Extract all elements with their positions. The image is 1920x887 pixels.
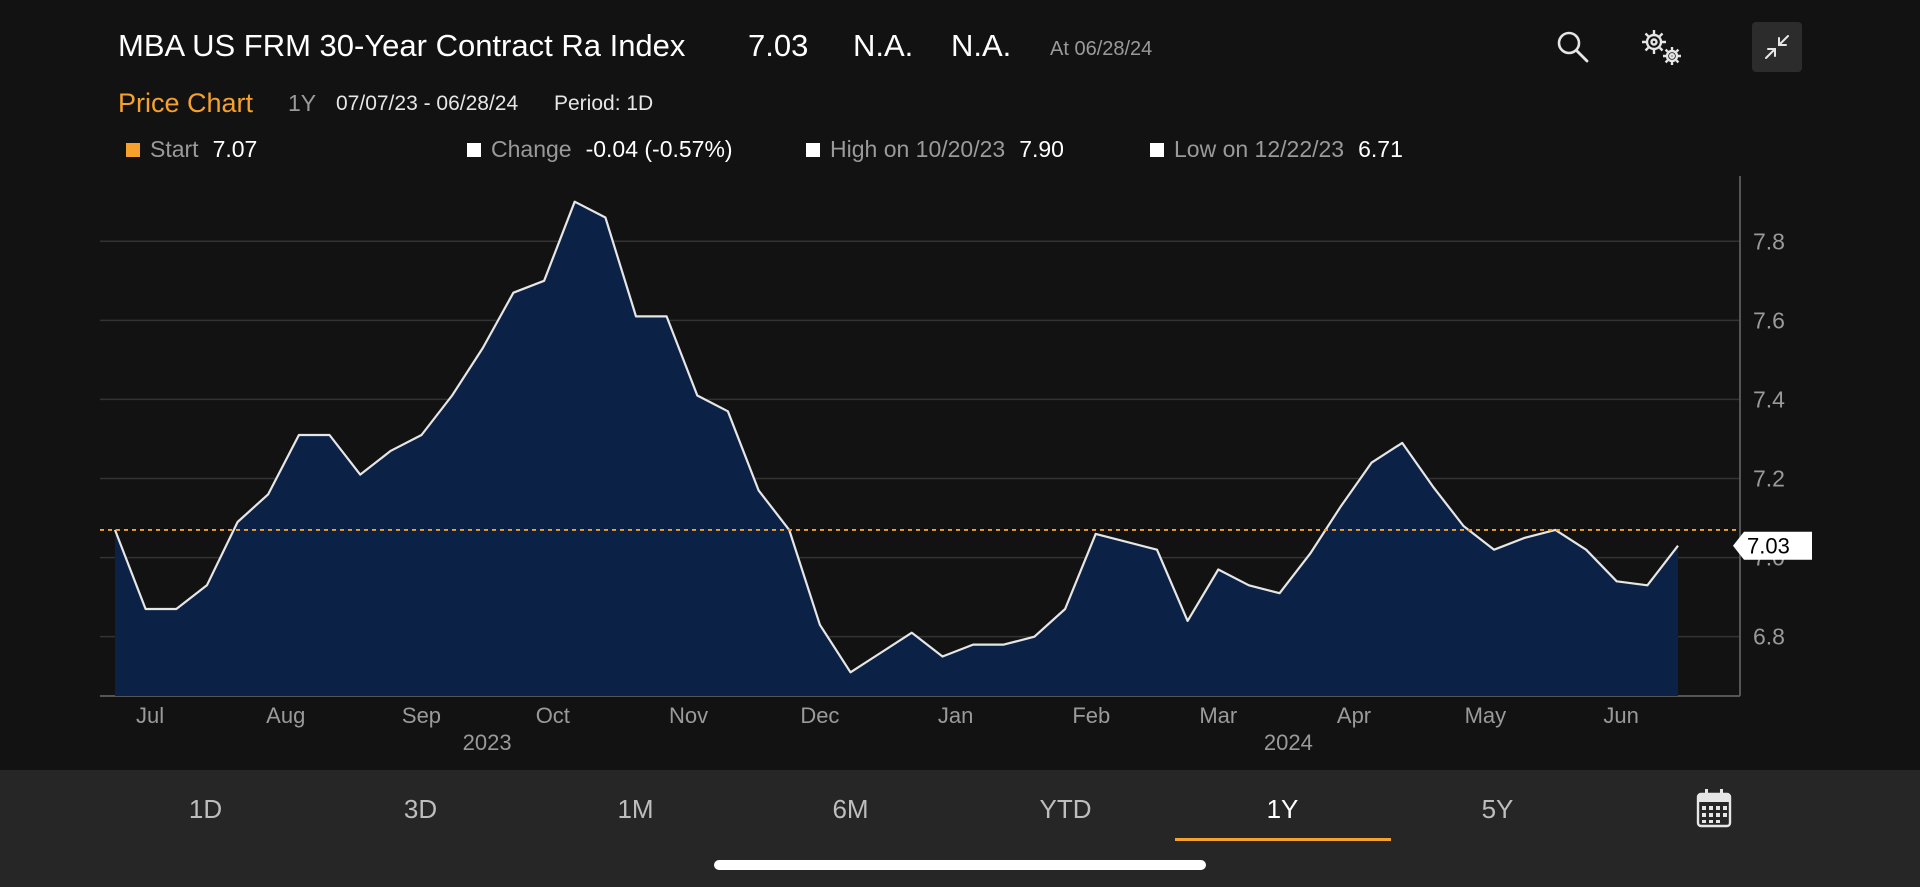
start-label: Start bbox=[150, 136, 199, 162]
settings-button[interactable] bbox=[1636, 22, 1686, 72]
price-line bbox=[113, 200, 1679, 674]
price-chart[interactable]: 6.87.07.27.47.67.87.03JulAugSepOctNovDec… bbox=[0, 170, 1920, 760]
x-tick-label-jun: Jun bbox=[1603, 703, 1638, 728]
search-button[interactable] bbox=[1548, 22, 1598, 72]
change-label: Change bbox=[491, 136, 572, 162]
y-tick-label-7.8: 7.8 bbox=[1753, 228, 1785, 254]
stat-start: Start 7.07 bbox=[126, 136, 257, 163]
tab-6m[interactable]: 6M bbox=[832, 794, 869, 824]
x-tick-label-apr: Apr bbox=[1337, 703, 1371, 728]
search-icon bbox=[1557, 31, 1589, 63]
start-value: 7.07 bbox=[212, 136, 258, 162]
percent-change: N.A. bbox=[951, 28, 1012, 63]
home-indicator bbox=[714, 860, 1206, 870]
low-label: Low on 12/22/23 bbox=[1174, 136, 1345, 162]
change-swatch bbox=[467, 142, 481, 157]
x-tick-label-nov: Nov bbox=[669, 703, 708, 728]
calendar-icon bbox=[1696, 789, 1732, 828]
y-tick-label-7.6: 7.6 bbox=[1753, 307, 1785, 333]
start-swatch bbox=[126, 142, 140, 157]
change-value: -0.04 (-0.57%) bbox=[585, 136, 733, 162]
active-tab-indicator bbox=[1175, 838, 1391, 841]
high-swatch bbox=[806, 142, 820, 157]
tab-1y[interactable]: 1Y bbox=[1266, 794, 1299, 824]
compress-icon bbox=[1765, 35, 1789, 59]
price-area bbox=[115, 201, 1678, 696]
year-label-2023: 2023 bbox=[463, 730, 512, 755]
x-tick-label-dec: Dec bbox=[800, 703, 839, 728]
date-range: 07/07/23 - 06/28/24 bbox=[336, 92, 519, 115]
low-swatch bbox=[1150, 142, 1164, 157]
last-value-flag bbox=[1733, 531, 1812, 560]
stat-low: Low on 12/22/23 6.71 bbox=[1150, 136, 1403, 163]
period-label: Period: 1D bbox=[554, 92, 654, 115]
gears-icon bbox=[1642, 30, 1681, 65]
tab-3d[interactable]: 3D bbox=[403, 794, 438, 824]
high-value: 7.90 bbox=[1019, 136, 1064, 162]
last-price: 7.03 bbox=[748, 28, 809, 63]
x-tick-label-aug: Aug bbox=[266, 703, 305, 728]
as-of-date: At 06/28/24 bbox=[1050, 38, 1153, 60]
x-tick-label-sep: Sep bbox=[402, 703, 441, 728]
compress-button[interactable] bbox=[1752, 22, 1802, 72]
tab-1d[interactable]: 1D bbox=[188, 794, 223, 824]
x-tick-label-may: May bbox=[1465, 703, 1507, 728]
x-tick-label-feb: Feb bbox=[1072, 703, 1110, 728]
x-tick-label-mar: Mar bbox=[1199, 703, 1237, 728]
x-tick-label-oct: Oct bbox=[536, 703, 570, 728]
y-tick-label-7.4: 7.4 bbox=[1753, 386, 1785, 412]
y-tick-label-7.2: 7.2 bbox=[1753, 466, 1785, 492]
stat-high: High on 10/20/23 7.90 bbox=[806, 136, 1064, 163]
stats-legend: Start 7.07 Change -0.04 (-0.57%) High on… bbox=[126, 136, 1526, 166]
net-change: N.A. bbox=[853, 28, 914, 63]
page-title: MBA US FRM 30-Year Contract Ra Index bbox=[118, 28, 686, 63]
year-label-2024: 2024 bbox=[1264, 730, 1313, 755]
tab-5y[interactable]: 5Y bbox=[1481, 794, 1514, 824]
x-tick-label-jan: Jan bbox=[938, 703, 973, 728]
x-tick-label-jul: Jul bbox=[136, 703, 164, 728]
high-label: High on 10/20/23 bbox=[830, 136, 1006, 162]
header: MBA US FRM 30-Year Contract Ra Index 7.0… bbox=[118, 22, 1818, 72]
last-value-label: 7.03 bbox=[1747, 534, 1790, 559]
stat-change: Change -0.04 (-0.57%) bbox=[467, 136, 733, 163]
y-tick-label-6.8: 6.8 bbox=[1753, 624, 1785, 650]
calendar-button[interactable] bbox=[1696, 788, 1732, 833]
price-chart-title: Price Chart bbox=[118, 88, 254, 118]
tab-ytd[interactable]: YTD bbox=[1039, 794, 1092, 824]
tab-1m[interactable]: 1M bbox=[617, 794, 654, 824]
low-value: 6.71 bbox=[1358, 136, 1403, 162]
range-label: 1Y bbox=[288, 90, 317, 116]
